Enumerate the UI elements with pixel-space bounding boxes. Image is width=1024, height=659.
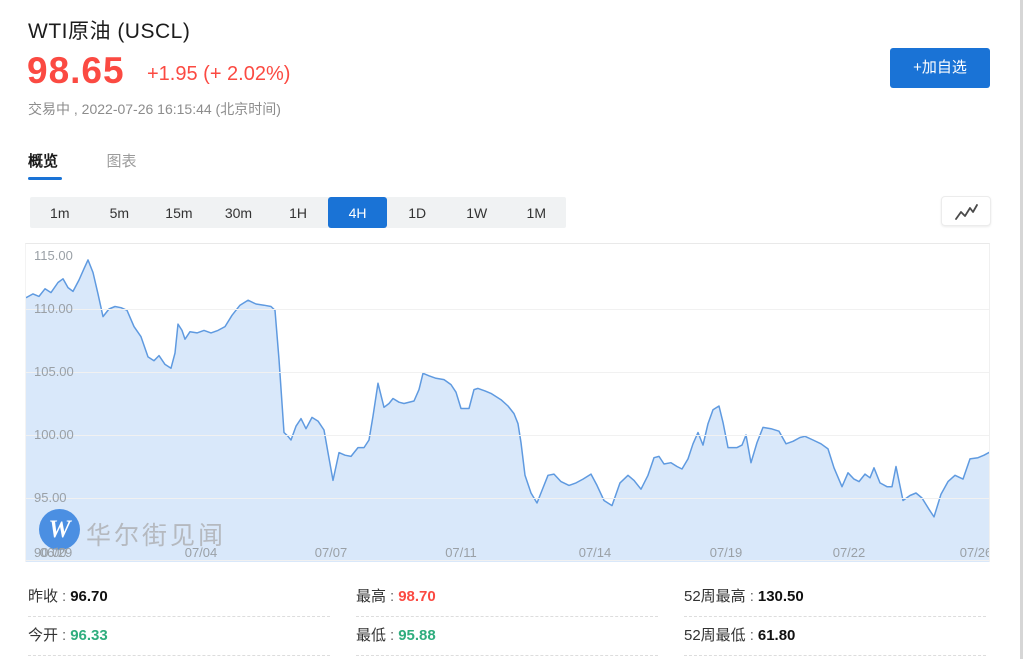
- stat-row: 最高:98.70: [356, 578, 658, 617]
- y-axis-label: 100.00: [34, 427, 74, 442]
- stat-label: 今开: [28, 627, 59, 644]
- stat-value: 98.70: [398, 588, 436, 605]
- range-button-15m[interactable]: 15m: [149, 197, 209, 228]
- stat-label: 52周最高: [684, 588, 746, 605]
- x-axis-label: 07/07: [314, 545, 348, 560]
- y-axis-label: 95.00: [34, 490, 67, 505]
- stat-separator: :: [390, 588, 395, 605]
- watermark-text: 华尔街见闻: [86, 522, 227, 550]
- y-axis-label: 115.00: [34, 248, 73, 263]
- x-axis-label: 07/22: [832, 545, 866, 560]
- gridline: [26, 560, 989, 561]
- tab-overview[interactable]: 概览: [28, 153, 59, 170]
- quote-stats: 昨收:96.70 今开:96.33 最高:98.70 最低:95.88 52周最高:13…: [28, 578, 990, 656]
- x-axis-label: 07/26: [959, 545, 990, 560]
- timeframe-toolbar: 1m 5m 15m 30m 1H 4H 1D 1W 1M: [30, 197, 566, 228]
- stat-value: 95.88: [398, 627, 436, 644]
- y-axis-label: 105.00: [34, 364, 74, 379]
- price-change: +1.95 (+ 2.02%): [147, 63, 291, 85]
- trading-status: 交易中 , 2022-07-26 16:15:44 (北京时间): [28, 101, 281, 117]
- stat-column: 昨收:96.70 今开:96.33: [28, 578, 330, 656]
- stat-value: 96.33: [70, 627, 108, 644]
- stat-label: 52周最低: [684, 627, 746, 644]
- x-axis-label: 07/19: [709, 545, 743, 560]
- stat-row: 52周最低:61.80: [684, 617, 986, 656]
- x-axis-label: 07/14: [578, 545, 612, 560]
- stat-label: 最高: [356, 588, 387, 605]
- range-button-1D[interactable]: 1D: [387, 197, 447, 228]
- stat-row: 52周最高:130.50: [684, 578, 986, 617]
- y-axis-label: 110.00: [34, 301, 73, 316]
- gridline: [26, 372, 989, 373]
- price-area-chart[interactable]: W 华尔街见闻 115.00 110.00 105.00 100.00 95.00 90.…: [25, 243, 990, 562]
- range-button-1M[interactable]: 1M: [507, 197, 567, 228]
- stat-label: 最低: [356, 627, 387, 644]
- range-button-30m[interactable]: 30m: [209, 197, 269, 228]
- stat-separator: :: [62, 627, 67, 644]
- gridline: [26, 309, 989, 310]
- stat-separator: :: [749, 588, 754, 605]
- stat-separator: :: [749, 627, 754, 644]
- view-tabs: 概览 图表: [28, 150, 136, 171]
- line-chart-icon: [942, 204, 990, 223]
- x-axis-label: 07/11: [445, 545, 477, 560]
- stat-row: 今开:96.33: [28, 617, 330, 656]
- add-watchlist-button[interactable]: +加自选: [890, 48, 990, 88]
- x-axis-label: 06/29: [39, 545, 73, 560]
- stat-separator: :: [390, 627, 395, 644]
- stat-value: 61.80: [757, 627, 796, 644]
- wallstreetcn-logo: W: [39, 509, 80, 550]
- range-button-5m[interactable]: 5m: [90, 197, 150, 228]
- stat-row: 最低:95.88: [356, 617, 658, 656]
- chart-type-button[interactable]: [941, 196, 991, 226]
- stat-row: 昨收:96.70: [28, 578, 330, 617]
- gridline: [26, 435, 989, 436]
- range-button-1m[interactable]: 1m: [30, 197, 90, 228]
- gridline: [26, 498, 989, 499]
- stat-column: 最高:98.70 最低:95.88: [356, 578, 658, 656]
- y-axis-label: 90.00: [34, 545, 67, 560]
- stat-value: 130.50: [757, 588, 804, 605]
- stat-label: 昨收: [28, 588, 59, 605]
- stat-separator: :: [62, 588, 67, 605]
- range-button-4H[interactable]: 4H: [327, 197, 388, 228]
- area-series: [26, 259, 989, 562]
- stat-value: 96.70: [70, 588, 108, 605]
- range-button-1H[interactable]: 1H: [268, 197, 328, 228]
- x-axis-label: 07/04: [184, 545, 218, 560]
- active-tab-underline: [28, 177, 62, 180]
- last-price: 98.65: [27, 50, 125, 91]
- range-button-1W[interactable]: 1W: [447, 197, 507, 228]
- stat-column: 52周最高:130.50 52周最低:61.80: [684, 578, 986, 656]
- tab-chart[interactable]: 图表: [106, 153, 137, 170]
- scrollbar[interactable]: [1020, 0, 1023, 659]
- instrument-title: WTI原油 (USCL): [28, 20, 191, 43]
